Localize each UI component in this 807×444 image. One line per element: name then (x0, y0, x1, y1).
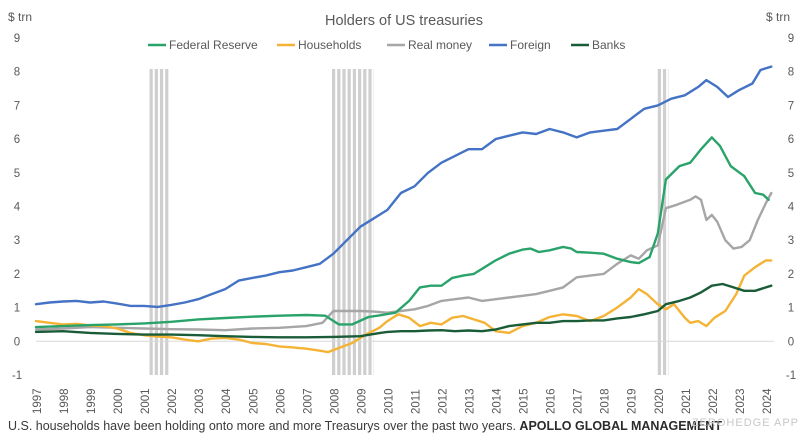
recession-band-0-stripe-0 (149, 69, 153, 375)
recession-band-0-stripe-2 (159, 69, 164, 375)
legend-label-real-money: Real money (408, 38, 472, 52)
x-tick: 1998 (59, 388, 71, 414)
series-lines (34, 65, 773, 354)
y-tick-left: 7 (14, 100, 20, 112)
x-tick: 2018 (600, 388, 612, 414)
x-tick: 2012 (437, 388, 449, 414)
x-tick: 2005 (248, 388, 260, 414)
recession-band-1-stripe-5 (358, 69, 362, 375)
legend-label-federal-reserve: Federal Reserve (169, 38, 258, 52)
legend-label-households: Households (298, 38, 361, 52)
y-tick-right: 5 (788, 168, 794, 180)
x-tick: 2024 (762, 388, 774, 414)
x-tick: 2002 (167, 388, 179, 414)
y-tick-right: 3 (788, 235, 794, 247)
recession-band-2-stripe-1 (662, 69, 667, 375)
y-tick-right: -1 (786, 370, 796, 382)
x-tick: 2016 (546, 388, 558, 414)
y-tick-left: 1 (14, 303, 20, 315)
x-tick: 1999 (86, 388, 98, 414)
x-tick: 2000 (113, 388, 125, 414)
x-tick: 2022 (708, 388, 720, 414)
y-tick-left: -1 (12, 370, 22, 382)
y-tick-left: 4 (14, 202, 21, 214)
x-tick: 2017 (573, 388, 585, 414)
caption-brand: APOLLO GLOBAL MANAGEMENT (519, 419, 722, 433)
x-tick: 2003 (194, 388, 206, 414)
x-tick: 2006 (275, 388, 287, 414)
recession-band-0-stripe-3 (165, 69, 169, 375)
series-line-real-money (34, 191, 773, 332)
x-tick: 2015 (519, 388, 531, 414)
chart: -1 -1 0 0 1 1 2 2 3 3 4 4 5 5 6 6 7 7 8 8 9 9 1997 1998 1999 2000… (8, 10, 796, 414)
legend: Federal Reserve Households Real money Forei… (148, 38, 625, 52)
caption-text: U.S. households have been holding onto m… (8, 419, 516, 433)
recession-band-1-stripe-0 (332, 69, 336, 375)
x-tick: 2009 (356, 388, 368, 414)
x-tick: 2001 (140, 388, 152, 414)
x-tick: 2011 (410, 389, 422, 414)
recession-band-1-stripe-3 (347, 69, 351, 375)
y-axis-label-left: $ trn (8, 10, 32, 24)
x-tick: 2021 (681, 388, 693, 414)
y-tick-left: 3 (14, 235, 20, 247)
series-line-federal-reserve (34, 136, 770, 329)
legend-label-banks: Banks (592, 38, 625, 52)
caption: U.S. households have been holding onto m… (8, 419, 722, 433)
chart-title: Holders of US treasuries (325, 13, 483, 29)
y-tick-left: 8 (14, 67, 20, 79)
legend-label-foreign: Foreign (510, 38, 551, 52)
x-tick: 2010 (383, 388, 395, 414)
x-tick: 2023 (735, 388, 747, 414)
x-tick: 2013 (465, 388, 477, 414)
y-axis-label-right: $ trn (766, 10, 790, 24)
series-line-foreign (34, 65, 773, 309)
y-tick-right: 4 (788, 202, 795, 214)
y-tick-left: 2 (14, 269, 20, 281)
y-tick-right: 2 (788, 269, 794, 281)
series-line-banks (34, 282, 773, 339)
y-tick-right: 7 (788, 100, 794, 112)
x-tick: 2020 (654, 388, 666, 414)
y-tick-left: 5 (14, 168, 20, 180)
x-tick: 2004 (221, 388, 233, 414)
recession-band-1-stripe-2 (342, 69, 346, 375)
x-tick: 2008 (329, 388, 341, 414)
series-line-households (34, 259, 773, 354)
y-tick-right: 6 (788, 134, 794, 146)
recession-band-1-stripe-1 (337, 69, 341, 375)
y-tick-left: 9 (14, 33, 20, 45)
y-tick-right: 9 (788, 33, 794, 45)
y-tick-right: 0 (788, 336, 794, 348)
x-tick: 2014 (492, 388, 504, 414)
y-tick-left: 0 (14, 336, 20, 348)
y-tick-right: 8 (788, 67, 794, 79)
axes: -1 -1 0 0 1 1 2 2 3 3 4 4 5 5 6 6 7 7 8 8 9 9 1997 1998 1999 2000… (12, 33, 796, 414)
recession-band-0-stripe-1 (154, 69, 158, 375)
x-tick: 1997 (32, 388, 44, 414)
recession-band-1-stripe-6 (363, 69, 367, 375)
watermark: ZEROHEDGE APP (691, 417, 799, 429)
y-tick-left: 6 (14, 134, 20, 146)
x-tick: 2007 (302, 388, 314, 414)
recession-band-1-stripe-4 (352, 69, 357, 375)
y-tick-right: 1 (788, 303, 794, 315)
x-tick: 2019 (627, 388, 639, 414)
